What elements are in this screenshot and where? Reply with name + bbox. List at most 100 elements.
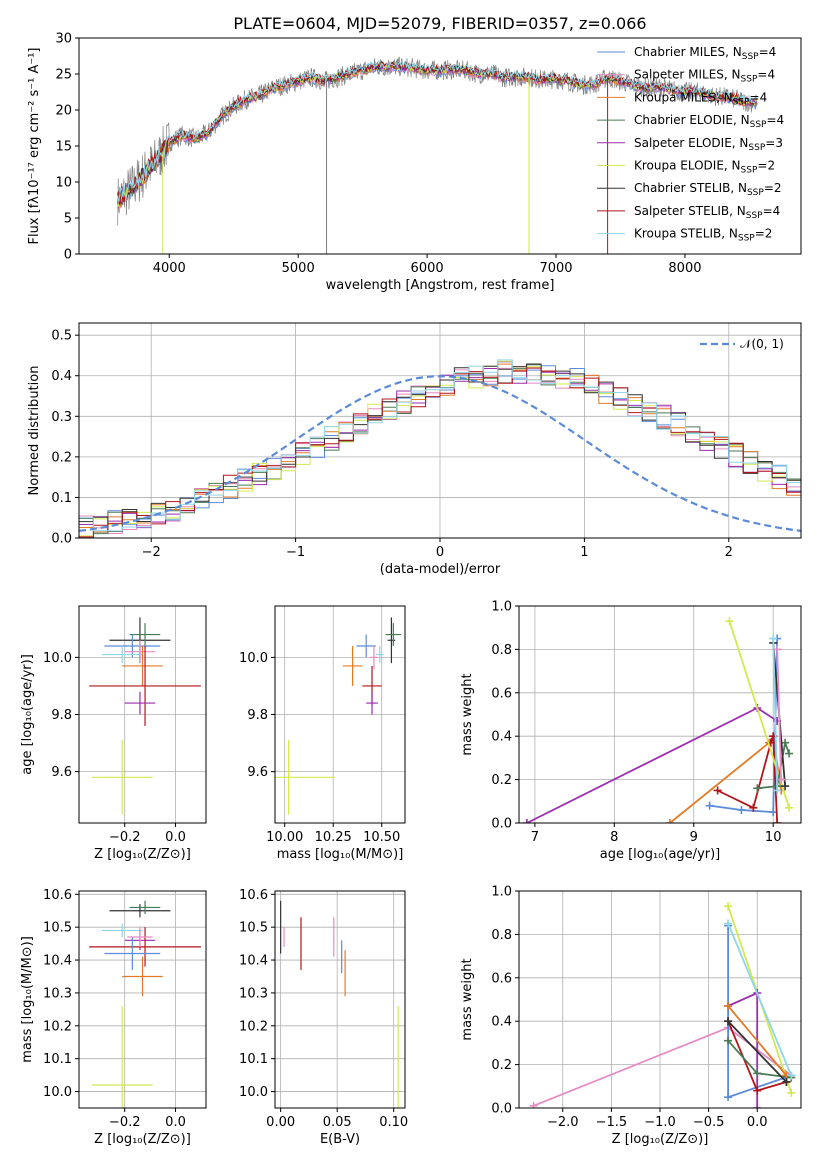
weight-marker	[724, 902, 733, 911]
legend-label: Chabrier MILES, NSSP=4	[634, 45, 776, 62]
legend-label-suffix: =4	[766, 113, 784, 127]
legend-label: Chabrier ELODIE, NSSP=4	[634, 113, 784, 130]
histogram-step	[79, 365, 801, 538]
legend-label: Chabrier STELIB, NSSP=2	[634, 181, 782, 198]
x-tick-label: 0	[436, 545, 444, 560]
y-tick-label: 0.2	[491, 1058, 512, 1073]
y-tick-label: 10.0	[239, 651, 268, 666]
plot-area	[89, 617, 201, 815]
legend-label-text: Salpeter ELODIE, N	[634, 136, 748, 150]
axes-frame: 7 8 9 10 0.0 0.2 0.4 0.6 0.8 1.0 age [log₁₀(age/yr…	[460, 600, 802, 862]
y-tick-label: 10.0	[239, 1085, 268, 1100]
legend-label-text: Chabrier MILES, N	[634, 45, 742, 59]
legend-label: Salpeter ELODIE, NSSP=3	[634, 136, 783, 153]
y-tick-label: 10.4	[43, 954, 72, 969]
weight-marker	[753, 1069, 762, 1078]
x-tick-label: 10.50	[363, 830, 400, 845]
y-tick-label: 5	[64, 212, 72, 227]
axes-frame: −2 −1 0 1 2 0.0 0.1 0.2 0.3 0.4 0.5 (data-model)/er…	[27, 322, 802, 577]
x-tick-label: 0.00	[266, 1115, 295, 1130]
y-tick-label: 10.2	[43, 1019, 72, 1034]
error-bar-point	[122, 645, 163, 686]
histogram-step	[79, 364, 801, 538]
legend-label-suffix: =4	[759, 45, 777, 59]
weight-marker	[787, 1071, 796, 1080]
legend-label-sub: SSP	[747, 188, 764, 198]
error-bar-point	[109, 904, 171, 918]
panel-mass_vs_ebv: 0.00 0.05 0.10 10.0 10.1 10.2 10.3 10.4 10.5 10.6…	[239, 888, 408, 1147]
weight-line	[727, 925, 792, 1099]
legend-label-sub: SSP	[733, 97, 750, 107]
plot-area	[79, 359, 801, 538]
y-tick-label: 10.0	[43, 651, 72, 666]
weight-marker	[724, 1036, 733, 1045]
panel-mass_vs_Z: −0.2 0.0 10.0 10.1 10.2 10.3 10.4 10.5 10.6 Z [lo…	[20, 888, 207, 1147]
y-tick-label: 1.0	[491, 885, 512, 900]
x-tick-label: 4000	[153, 261, 186, 276]
y-tick-label: 0.2	[51, 450, 72, 465]
y-tick-label: 0.6	[491, 971, 512, 986]
y-tick-label: 0.0	[491, 1102, 512, 1117]
axes-frame: 10.00 10.25 10.50 9.6 9.8 10.0 mass [log₁₀(M/M…	[239, 605, 406, 862]
y-tick-label: 15	[55, 140, 72, 155]
weight-line	[533, 1026, 792, 1107]
y-tick-label: 10.5	[43, 921, 72, 936]
weight-marker	[753, 1086, 762, 1095]
legend-label-suffix: =2	[764, 181, 782, 195]
y-tick-label: 10.2	[239, 1019, 268, 1034]
legend-label-suffix: =4	[763, 204, 781, 218]
weight-marker	[785, 749, 794, 758]
y-tick-label: 0.4	[491, 1015, 512, 1030]
y-tick-label: 30	[55, 32, 72, 47]
legend-label-sub: SSP	[741, 166, 758, 176]
y-tick-label: 10.0	[43, 1085, 72, 1100]
error-bar-point	[124, 691, 156, 715]
legend-label-suffix: =2	[755, 227, 773, 241]
x-tick-label: 7	[531, 830, 539, 845]
x-tick-label: −2.0	[547, 1115, 579, 1130]
weight-marker	[705, 801, 714, 810]
weight-marker	[529, 1101, 538, 1108]
error-bar-point	[127, 927, 153, 947]
y-tick-label: 10	[55, 176, 72, 191]
x-tick-label: 7000	[539, 261, 572, 276]
plot-area	[275, 617, 402, 815]
x-tick-label: 8	[610, 830, 618, 845]
weight-marker	[724, 1093, 733, 1102]
panel-weight_vs_Z: −2.0 −1.5 −1.0 −0.5 0.0 0.0 0.2 0.4 0.6 0.8 1.0 Z […	[460, 885, 802, 1147]
x-tick-label: 2	[725, 545, 733, 560]
error-bar-point	[356, 634, 376, 658]
legend-label: 𝒩(0, 1)	[740, 337, 784, 351]
error-bar-point	[342, 645, 363, 686]
legend-label-sub: SSP	[738, 234, 755, 244]
weight-marker	[753, 784, 762, 793]
error-bar-point	[91, 1006, 153, 1108]
y-axis-label: Flux [fλ10⁻¹⁷ erg cm⁻² s⁻¹ A⁻¹]	[27, 48, 42, 245]
y-axis-label: Normed distribution	[27, 366, 42, 496]
plot-area	[522, 617, 794, 823]
x-tick-label: 0.10	[379, 1115, 408, 1130]
weight-marker	[737, 805, 746, 814]
legend-label-text: Chabrier ELODIE, N	[634, 113, 750, 127]
x-tick-label: −1.5	[596, 1115, 628, 1130]
error-bar-point	[385, 623, 402, 646]
legend-label-sub: SSP	[742, 52, 759, 62]
y-tick-label: 0.2	[491, 773, 512, 788]
weight-marker	[781, 738, 790, 747]
legend-label: Kroupa STELIB, NSSP=2	[634, 227, 772, 244]
legend-label-sub: SSP	[748, 143, 765, 153]
x-tick-label: −1	[286, 545, 305, 560]
weight-line	[727, 923, 793, 1076]
panel-age_vs_Z: −0.2 0.0 9.6 9.8 10.0 Z [log₁₀(Z/Z⊙)] age [log…	[20, 605, 207, 862]
error-bar-point	[104, 634, 161, 658]
legend-label-sub: SSP	[750, 120, 767, 130]
legend-label: Kroupa MILES, NSSP=4	[634, 90, 767, 107]
y-tick-label: 0.8	[491, 643, 512, 658]
error-bar-point	[104, 937, 161, 970]
y-tick-label: 0.0	[51, 532, 72, 547]
x-tick-label: 8000	[668, 261, 701, 276]
panel-residuals: −2 −1 0 1 2 0.0 0.1 0.2 0.3 0.4 0.5 (data-model)/er…	[27, 322, 802, 577]
legend-label-text: Salpeter STELIB, N	[634, 204, 746, 218]
y-tick-label: 1.0	[491, 600, 512, 615]
weight-marker	[781, 782, 790, 791]
